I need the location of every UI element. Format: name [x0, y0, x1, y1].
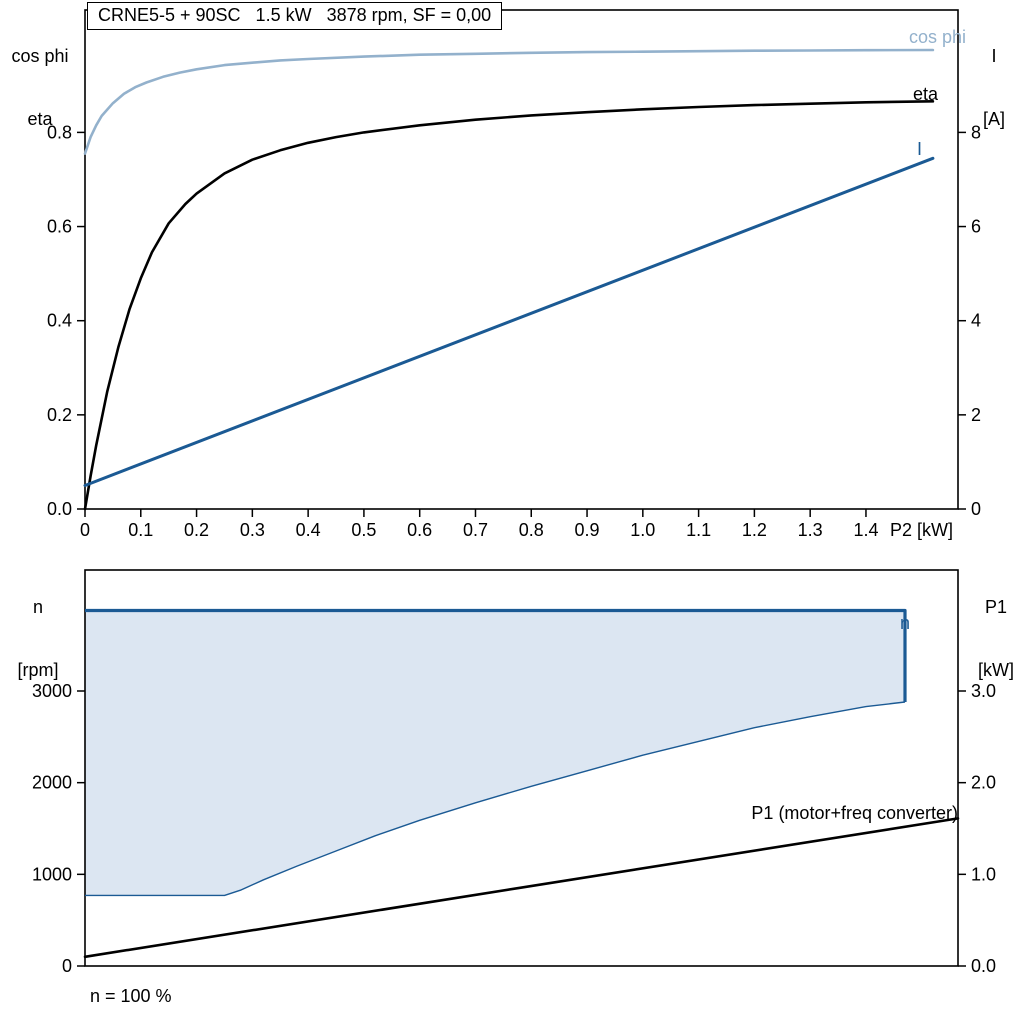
cosphi-axis-label: cos phi: [11, 46, 69, 66]
x-tick-label: 0.6: [407, 520, 432, 540]
p1-axis-label: P1: [984, 597, 1008, 617]
y-right-tick-label: 1.0: [971, 864, 996, 884]
y-left-tick-label: 0.8: [47, 122, 72, 142]
current-axis-label: I: [991, 46, 997, 66]
y-left-tick-label: 0.6: [47, 217, 72, 237]
x-tick-label: 1.4: [853, 520, 878, 540]
kw-unit-label: [kW]: [978, 660, 1014, 680]
series-i: [83, 156, 935, 487]
cosphi-curve-label: cos phi: [908, 27, 966, 47]
y-right-tick-label: 6: [971, 217, 981, 237]
x-tick-label: 0.4: [296, 520, 321, 540]
y-right-tick-label: 0: [971, 499, 981, 519]
n-min-line: [85, 701, 906, 897]
x-tick-label: 0: [80, 520, 90, 540]
x-tick-label: 1.3: [798, 520, 823, 540]
y-right-tick-label: 8: [971, 122, 981, 142]
series-cos-phi: [83, 48, 935, 155]
x-tick-label: 0.2: [184, 520, 209, 540]
y-left-tick-label: 3000: [32, 681, 72, 701]
speed-footnote: n = 100 %: [90, 986, 172, 1006]
speed-envelope-fill: [85, 610, 905, 896]
ampere-unit-label: [A]: [982, 109, 1005, 129]
y-left-tick-label: 1000: [32, 864, 72, 884]
y-left-tick-label: 0.2: [47, 405, 72, 425]
rpm-unit-label: [rpm]: [17, 660, 59, 680]
current-curve-label: I: [917, 139, 923, 159]
top-chart-right-axis-title: I [A]: [970, 4, 1018, 172]
x-tick-label: 0.8: [519, 520, 544, 540]
y-right-tick-label: 3.0: [971, 681, 996, 701]
top-chart-left-axis-title: cos phi eta: [4, 4, 76, 172]
y-left-tick-label: 2000: [32, 773, 72, 793]
series-p1-motor-freq-converter-: [83, 817, 960, 959]
x-tick-label: 0.7: [463, 520, 488, 540]
x-axis-unit-label: P2 [kW]: [890, 520, 953, 540]
y-right-tick-label: 2: [971, 405, 981, 425]
x-tick-label: 1.1: [686, 520, 711, 540]
x-tick-label: 1.2: [742, 520, 767, 540]
plot-frame: [84, 9, 959, 510]
y-right-tick-label: 4: [971, 311, 981, 331]
x-tick-label: 0.1: [128, 520, 153, 540]
x-tick-label: 0.9: [575, 520, 600, 540]
x-tick-label: 1.0: [630, 520, 655, 540]
speed-envelope-label: n: [900, 613, 911, 633]
y-left-tick-label: 0.4: [47, 311, 72, 331]
x-tick-label: 0.5: [351, 520, 376, 540]
p1-curve-label: P1 (motor+freq converter): [751, 803, 958, 823]
series-eta: [83, 100, 935, 511]
y-right-tick-label: 2.0: [971, 773, 996, 793]
y-right-tick-label: 0.0: [971, 956, 996, 976]
speed-axis-label: n: [32, 597, 43, 617]
x-tick-label: 0.3: [240, 520, 265, 540]
n-max-line: [85, 608, 907, 702]
bottom-chart-left-axis-title: n [rpm]: [0, 555, 76, 723]
chart-title-box: CRNE5-5 + 90SC 1.5 kW 3878 rpm, SF = 0,0…: [87, 2, 503, 30]
bottom-chart-right-axis-title: P1 [kW]: [970, 555, 1022, 723]
y-left-tick-label: 0: [62, 956, 72, 976]
y-left-tick-label: 0.0: [47, 499, 72, 519]
eta-axis-label: eta: [27, 109, 53, 129]
eta-curve-label: eta: [912, 84, 938, 104]
plot-frame: [84, 569, 959, 967]
